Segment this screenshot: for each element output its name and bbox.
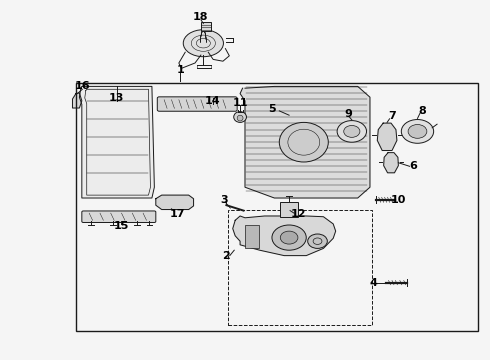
FancyBboxPatch shape	[157, 97, 237, 111]
Circle shape	[272, 225, 306, 250]
Bar	[280, 202, 298, 217]
Text: 9: 9	[344, 109, 352, 119]
Ellipse shape	[237, 115, 243, 121]
Polygon shape	[377, 123, 397, 150]
Text: 4: 4	[369, 278, 377, 288]
Bar	[76, 83, 478, 331]
Text: 18: 18	[193, 12, 209, 22]
Circle shape	[337, 121, 367, 142]
Polygon shape	[384, 153, 398, 173]
Polygon shape	[79, 86, 154, 198]
Text: 15: 15	[113, 221, 129, 231]
Text: 13: 13	[109, 93, 124, 103]
Text: 12: 12	[291, 209, 307, 219]
Ellipse shape	[183, 30, 223, 57]
Ellipse shape	[234, 112, 246, 122]
Circle shape	[308, 234, 327, 248]
Text: 11: 11	[232, 98, 248, 108]
Text: 5: 5	[268, 104, 276, 114]
Bar	[228, 210, 372, 325]
Text: 7: 7	[388, 111, 396, 121]
Circle shape	[280, 231, 298, 244]
Polygon shape	[156, 195, 194, 210]
Polygon shape	[233, 216, 336, 256]
Text: 6: 6	[409, 161, 417, 171]
Bar	[245, 225, 259, 248]
Text: 3: 3	[220, 195, 228, 205]
Text: 8: 8	[418, 105, 426, 116]
Text: 10: 10	[390, 195, 406, 205]
Circle shape	[344, 126, 360, 138]
Text: 1: 1	[176, 65, 184, 75]
Circle shape	[401, 120, 434, 143]
Circle shape	[408, 125, 427, 138]
Polygon shape	[240, 86, 370, 198]
Polygon shape	[73, 93, 82, 108]
FancyBboxPatch shape	[82, 211, 156, 222]
Text: 17: 17	[170, 209, 185, 219]
Text: 16: 16	[74, 81, 90, 91]
Ellipse shape	[279, 122, 328, 162]
Bar	[201, 22, 211, 31]
Text: 14: 14	[205, 96, 220, 106]
Text: 2: 2	[222, 251, 230, 261]
